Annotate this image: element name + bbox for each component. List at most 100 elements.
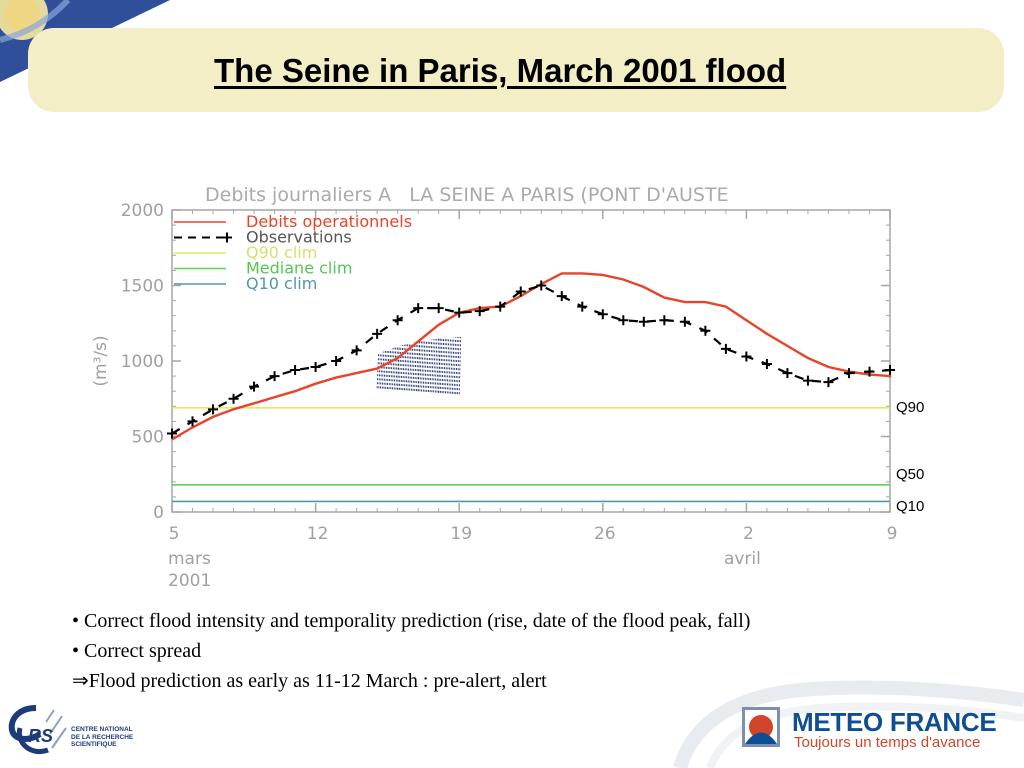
q90-side-label: Q90 bbox=[896, 398, 925, 416]
bullet-item: ⇒Flood prediction as early as 11-12 Marc… bbox=[72, 670, 547, 692]
observation-point bbox=[782, 368, 793, 379]
spread-hatch bbox=[441, 338, 445, 393]
spread-hatch bbox=[439, 338, 443, 393]
observation-point bbox=[372, 328, 383, 339]
spread-hatch bbox=[397, 345, 400, 390]
observation-series-line bbox=[171, 284, 892, 435]
observation-point bbox=[208, 404, 219, 415]
x-sublabel: avril bbox=[724, 549, 761, 569]
spread-hatch bbox=[421, 340, 424, 392]
spread-hatch bbox=[417, 341, 421, 392]
observation-point bbox=[536, 280, 547, 291]
y-tick-label: 0 bbox=[153, 503, 164, 523]
spread-band bbox=[376, 336, 462, 395]
spread-hatch bbox=[455, 337, 458, 394]
spread-hatch bbox=[446, 337, 450, 394]
observation-point bbox=[659, 315, 670, 326]
spread-hatch bbox=[385, 350, 388, 389]
observation-point bbox=[474, 306, 485, 317]
y-tick-label: 1000 bbox=[121, 352, 164, 372]
observation-point bbox=[495, 301, 506, 312]
spread-hatch bbox=[424, 340, 427, 392]
svg-text:RS: RS bbox=[28, 726, 53, 746]
observation-point bbox=[351, 345, 362, 356]
observation-point bbox=[433, 303, 444, 314]
spread-hatch bbox=[451, 337, 455, 394]
cnrs-logo-icon: RS bbox=[8, 705, 67, 754]
spread-hatch bbox=[429, 339, 433, 393]
spread-hatch bbox=[409, 343, 412, 391]
spread-hatch bbox=[426, 340, 429, 392]
x-tick-label: 26 bbox=[594, 524, 616, 544]
legend-label: Q10 clim bbox=[246, 274, 317, 293]
observation-point bbox=[597, 309, 608, 320]
legend-label: Observations bbox=[246, 228, 352, 247]
observation-point bbox=[679, 316, 690, 327]
meteo-france-wordmark: METEO FRANCE bbox=[792, 707, 997, 737]
observation-point bbox=[761, 359, 772, 370]
observation-point bbox=[577, 301, 588, 312]
forecast-series-line bbox=[171, 272, 892, 441]
spread-hatch bbox=[457, 336, 460, 395]
observation-point bbox=[515, 286, 526, 297]
observation-point bbox=[249, 381, 260, 392]
spread-hatch bbox=[410, 342, 414, 391]
legend-swatch bbox=[222, 232, 232, 243]
spread-hatch bbox=[453, 337, 457, 394]
observation-point bbox=[618, 315, 629, 326]
spread-hatch bbox=[458, 336, 462, 395]
observation-point bbox=[885, 365, 895, 376]
x-sublabel: mars bbox=[168, 549, 211, 569]
observation-point bbox=[864, 366, 875, 377]
spread-hatch bbox=[443, 337, 446, 394]
spread-hatch bbox=[392, 347, 395, 390]
y-tick-label: 1500 bbox=[121, 277, 164, 297]
observation-point bbox=[228, 393, 239, 404]
y-tick-label: 500 bbox=[132, 428, 164, 448]
observation-point bbox=[843, 368, 854, 379]
spread-hatch bbox=[434, 338, 438, 393]
spread-hatch bbox=[433, 339, 436, 393]
spread-hatch bbox=[448, 337, 451, 394]
observation-point bbox=[720, 343, 731, 354]
observation-point bbox=[310, 362, 321, 373]
cnrs-line: SCIENTIFIQUE bbox=[71, 741, 117, 748]
spread-hatch bbox=[431, 339, 434, 393]
title-banner bbox=[28, 28, 1004, 112]
spread-hatch bbox=[395, 346, 398, 390]
cnrs-line: DE LA RECHERCHE bbox=[71, 733, 134, 741]
spread-hatch bbox=[390, 348, 393, 390]
cnrs-wordmark: CENTRE NATIONAL DE LA RECHERCHE SCIENTIF… bbox=[71, 726, 133, 749]
observation-point bbox=[741, 351, 752, 362]
observation-point bbox=[802, 375, 813, 386]
x-sublabel: 2001 bbox=[168, 571, 211, 590]
bullet-item: • Correct flood intensity and temporalit… bbox=[72, 610, 751, 632]
observation-point bbox=[392, 315, 403, 326]
spread-hatch bbox=[427, 339, 431, 392]
spread-hatch bbox=[450, 337, 453, 394]
observation-point bbox=[331, 356, 342, 366]
spread-hatch bbox=[380, 352, 383, 389]
spread-hatch bbox=[445, 337, 448, 394]
observation-point bbox=[638, 316, 649, 327]
q10-side-label: Q10 bbox=[896, 498, 925, 516]
legend-label: Debits operationnels bbox=[246, 212, 412, 231]
x-tick-label: 12 bbox=[307, 524, 329, 544]
observation-point bbox=[823, 377, 834, 388]
spread-hatch bbox=[398, 345, 402, 390]
x-tick-label: 2 bbox=[743, 524, 754, 544]
q50-side-label: Q50 bbox=[896, 465, 925, 483]
x-tick-label: 9 bbox=[887, 524, 898, 544]
spread-hatch bbox=[400, 345, 404, 390]
spread-hatch bbox=[438, 338, 441, 393]
legend-label: Q90 clim bbox=[246, 243, 317, 262]
slide-title: The Seine in Paris, March 2001 flood bbox=[214, 52, 787, 89]
spread-hatch bbox=[416, 341, 419, 392]
observation-point bbox=[556, 291, 567, 302]
flow-chart: Debits journaliers A LA SEINE A PARIS (P… bbox=[91, 184, 898, 590]
observation-point bbox=[167, 428, 177, 439]
observation-point bbox=[269, 371, 280, 382]
spread-hatch bbox=[436, 338, 439, 393]
x-tick-label: 5 bbox=[169, 524, 180, 544]
spread-hatch bbox=[381, 351, 385, 389]
